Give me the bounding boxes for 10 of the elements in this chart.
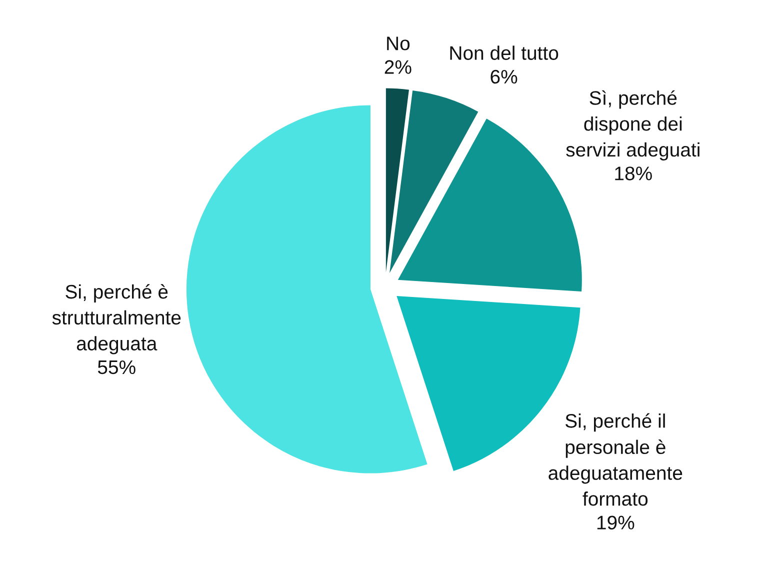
slice-label: Si, perché il personale è adeguatamente formato	[548, 413, 682, 506]
slice-label: No	[387, 36, 410, 50]
slice-label: Si, perché è strutturalmente adeguata	[52, 284, 181, 354]
data-label: 19%	[597, 516, 634, 530]
data-label: 18%	[615, 166, 652, 180]
data-label: 55%	[98, 360, 136, 374]
data-label: 6%	[490, 70, 518, 84]
slice-label: Non del tutto	[450, 46, 558, 60]
data-label: 2%	[384, 60, 412, 74]
slice-label: Sì, perché dispone dei servizi adeguati	[566, 90, 700, 160]
